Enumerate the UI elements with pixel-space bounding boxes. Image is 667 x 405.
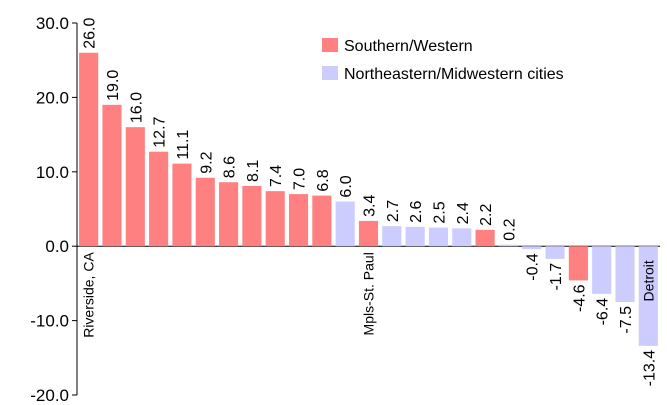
bar <box>615 246 635 302</box>
data-label: 7.4 <box>268 165 285 187</box>
bar <box>545 246 565 259</box>
data-label: 2.4 <box>455 202 472 224</box>
data-label: 2.7 <box>385 200 402 222</box>
data-labels: 26.0 19.0 16.0 12.7 11.1 9.2 8.6 8.1 7.4 7.0 6.8 6.… <box>82 18 659 387</box>
y-tick-label: -20.0 <box>30 386 69 405</box>
data-label: 26.0 <box>82 18 99 49</box>
bar <box>288 194 309 247</box>
bar <box>428 227 449 247</box>
bar <box>638 246 658 346</box>
data-label: -1.7 <box>548 263 565 291</box>
legend-label: Southern/Western <box>344 38 473 55</box>
y-tick-label: 10.0 <box>36 163 69 182</box>
bar <box>149 151 169 247</box>
legend-swatch <box>322 66 338 80</box>
bar <box>195 177 215 247</box>
bar <box>172 163 192 247</box>
bar <box>242 185 262 247</box>
data-label: 6.8 <box>315 169 332 191</box>
legend-label: Northeastern/Midwestern cities <box>344 66 564 83</box>
data-label: -4.6 <box>571 284 588 312</box>
bar <box>125 127 145 247</box>
category-labels: Riverside, CA Mpls-St. Paul Detroit <box>81 252 657 338</box>
data-label: 16.0 <box>128 92 145 123</box>
bar <box>452 228 472 247</box>
data-label: 12.7 <box>152 116 169 147</box>
data-label: -7.5 <box>618 306 635 334</box>
bar <box>79 52 99 247</box>
y-tick-label: 30.0 <box>36 14 69 33</box>
data-label: 11.1 <box>175 130 192 160</box>
bar <box>475 229 495 247</box>
y-tick-label: 0.0 <box>45 237 69 256</box>
bar <box>522 246 542 250</box>
bar <box>382 226 402 247</box>
bar <box>405 226 425 247</box>
data-label: 7.0 <box>292 168 309 190</box>
data-label: -13.4 <box>641 350 658 387</box>
bar <box>335 201 355 247</box>
bar <box>312 195 332 247</box>
category-label: Detroit <box>640 260 656 301</box>
bars <box>79 52 658 346</box>
data-label: 2.5 <box>431 201 448 223</box>
legend-swatch <box>322 38 338 52</box>
data-label: 2.2 <box>478 203 495 225</box>
category-label: Riverside, CA <box>81 252 97 338</box>
data-label: 6.0 <box>338 175 355 197</box>
data-label: 2.6 <box>408 201 425 223</box>
legend: Southern/Western Northeastern/Midwestern … <box>322 38 564 83</box>
y-tick-label: 20.0 <box>36 88 69 107</box>
data-label: 19.0 <box>105 70 122 101</box>
data-label: -0.4 <box>525 253 542 281</box>
data-label: -6.4 <box>595 298 612 326</box>
data-label: 8.6 <box>222 156 239 178</box>
bar <box>102 104 122 247</box>
bar <box>219 182 239 247</box>
bar <box>358 220 379 247</box>
y-tick-label: -10.0 <box>30 312 69 331</box>
bar <box>498 244 518 247</box>
bar <box>265 191 285 247</box>
bar <box>592 246 612 294</box>
category-label: Mpls-St. Paul <box>361 252 377 335</box>
bar <box>568 246 588 281</box>
data-label: 0.2 <box>501 218 518 240</box>
data-label: 3.4 <box>362 195 379 217</box>
data-label: 9.2 <box>198 151 215 173</box>
data-label: 8.1 <box>245 160 262 182</box>
